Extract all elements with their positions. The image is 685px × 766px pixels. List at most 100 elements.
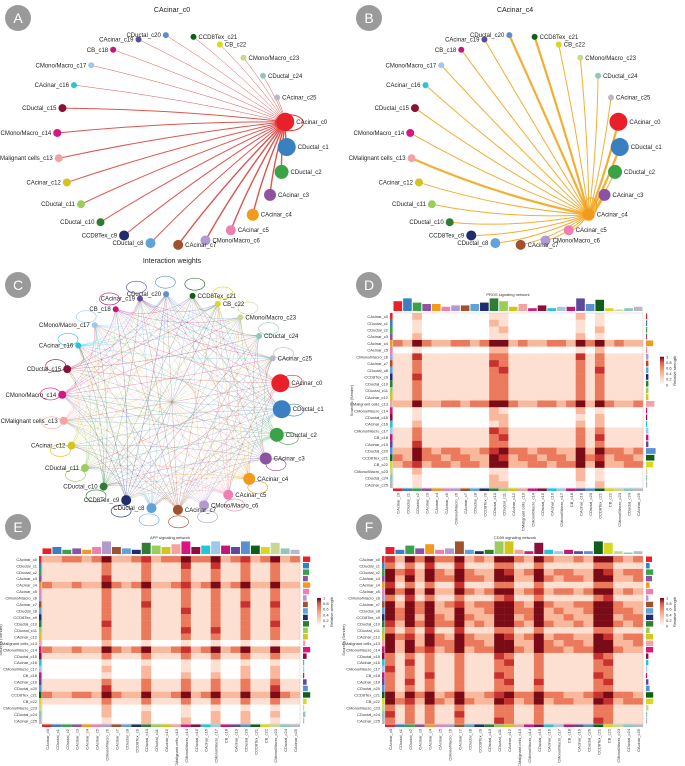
heat-cell-d — [431, 407, 442, 415]
heat-cell-f — [454, 640, 465, 647]
legend-tick-d-2: 0.4 — [666, 371, 672, 376]
col-label-e-ccd8tex-c21: CCD8Tex_c21 — [253, 728, 258, 755]
heat-cell-d — [566, 393, 576, 401]
heat-cell-f — [573, 601, 584, 608]
heat-cell-e — [280, 685, 291, 692]
row-strip-e-20 — [39, 685, 42, 692]
heat-cell-e — [42, 646, 53, 654]
heat-cell-d — [441, 346, 451, 354]
heat-cell-e — [230, 691, 241, 699]
heat-cell-f — [553, 704, 564, 712]
heat-cell-e — [101, 633, 112, 641]
heat-cell-f — [385, 614, 396, 621]
node-label-cmono-macro-c17: CMono/Macro_c17 — [386, 63, 437, 69]
col-bar-e-9 — [131, 549, 141, 554]
edge-c-155 — [63, 335, 260, 421]
heat-cell-e — [151, 556, 162, 563]
heat-cell-e — [210, 562, 221, 570]
row-bar-e-16 — [303, 659, 305, 666]
heat-cell-d — [537, 313, 548, 320]
heat-cell-d — [450, 481, 461, 489]
heat-cell-e — [200, 556, 211, 563]
heat-cell-e — [240, 633, 251, 641]
heat-cell-e — [210, 652, 221, 660]
heat-cell-d — [594, 319, 605, 327]
heat-cell-e — [220, 568, 231, 576]
heat-cell-d — [546, 474, 557, 482]
heat-cell-d — [450, 353, 461, 361]
heat-cell-f — [494, 562, 505, 570]
heat-cell-f — [593, 575, 604, 583]
col-label-d-cmono-macro-c17: CMono/Macro_c17 — [559, 492, 564, 527]
node-cacinar-c5 — [225, 225, 236, 236]
heat-cell-e — [61, 581, 72, 589]
heat-cell-e — [161, 691, 172, 699]
col-bar-d-0 — [393, 301, 403, 311]
heat-cell-d — [556, 360, 567, 368]
heat-cell-d — [604, 413, 615, 421]
col-strip-e-23 — [270, 724, 281, 727]
heat-cell-e — [131, 704, 142, 712]
heat-cell-e — [42, 717, 53, 725]
col-strip-d-24 — [623, 488, 634, 491]
heat-cell-d — [614, 380, 624, 388]
heat-cell-d — [604, 387, 615, 394]
node-cacinar-c4 — [243, 472, 256, 485]
heat-cell-f — [484, 633, 495, 641]
heat-cell-e — [260, 665, 271, 673]
heat-cell-e — [280, 640, 291, 647]
edge-c-163 — [62, 358, 273, 395]
heat-cell-e — [81, 704, 92, 712]
edge-b-ccd8tex-c21 — [533, 36, 590, 216]
heat-cell-e — [290, 556, 301, 563]
heat-cell-e — [210, 581, 221, 589]
heat-cell-e — [61, 607, 72, 615]
row-strip-e-0 — [39, 556, 42, 563]
heat-cell-f — [583, 672, 594, 679]
heat-cell-d — [479, 447, 490, 455]
heat-cell-d — [412, 380, 423, 388]
heat-cell-f — [563, 614, 574, 621]
heat-cell-f — [504, 678, 515, 686]
heat-cell-f — [543, 627, 554, 634]
heat-cell-f — [444, 607, 455, 615]
col-label-d-cacinar-c3: CAcinar_c3 — [425, 492, 430, 513]
heat-cell-e — [260, 568, 271, 576]
heat-cell-f — [494, 633, 505, 641]
heat-cell-d — [575, 454, 586, 462]
heat-cell-d — [402, 447, 413, 455]
heat-cell-f — [454, 652, 465, 660]
heat-cell-d — [575, 339, 586, 347]
heat-cell-f — [543, 659, 554, 667]
node-cacinar-c3 — [598, 188, 611, 201]
self-loop-c-cductal-c8 — [138, 513, 160, 527]
heat-cell-d — [508, 313, 519, 320]
heat-cell-e — [240, 704, 251, 712]
col-label-f-cacinar-c0: CAcinar_c0 — [388, 728, 393, 749]
heat-cell-d — [508, 393, 519, 401]
heat-cell-f — [464, 685, 475, 692]
heat-cell-f — [444, 627, 455, 634]
heat-cell-d — [604, 481, 615, 489]
heat-cell-d — [469, 413, 480, 421]
row-label-f-cmono-macro-c14: CMono/Macro_c14 — [346, 647, 381, 652]
row-label-e-cmono-macro-c17: CMono/Macro_c17 — [3, 667, 38, 672]
col-label-d-cb-c18: CB_c18 — [569, 492, 574, 507]
panel-badge-b — [356, 5, 382, 31]
heat-cell-e — [81, 601, 92, 608]
heat-cell-e — [220, 601, 231, 608]
heat-cell-d — [546, 380, 557, 388]
heat-cell-d — [441, 474, 451, 482]
heat-cell-d — [546, 393, 557, 401]
heat-cell-d — [498, 481, 509, 489]
heat-cell-f — [514, 646, 525, 654]
edge-c-166 — [67, 294, 167, 370]
node-cacinar-c0 — [609, 112, 628, 131]
heat-cell-d — [556, 467, 567, 475]
heat-cell-e — [220, 691, 231, 699]
heat-cell-e — [101, 601, 112, 608]
heat-cell-e — [151, 627, 162, 634]
col-label-e-cductal-c8: CDuctal_c8 — [124, 728, 129, 749]
heat-cell-d — [614, 319, 624, 327]
heat-cell-e — [111, 685, 122, 692]
